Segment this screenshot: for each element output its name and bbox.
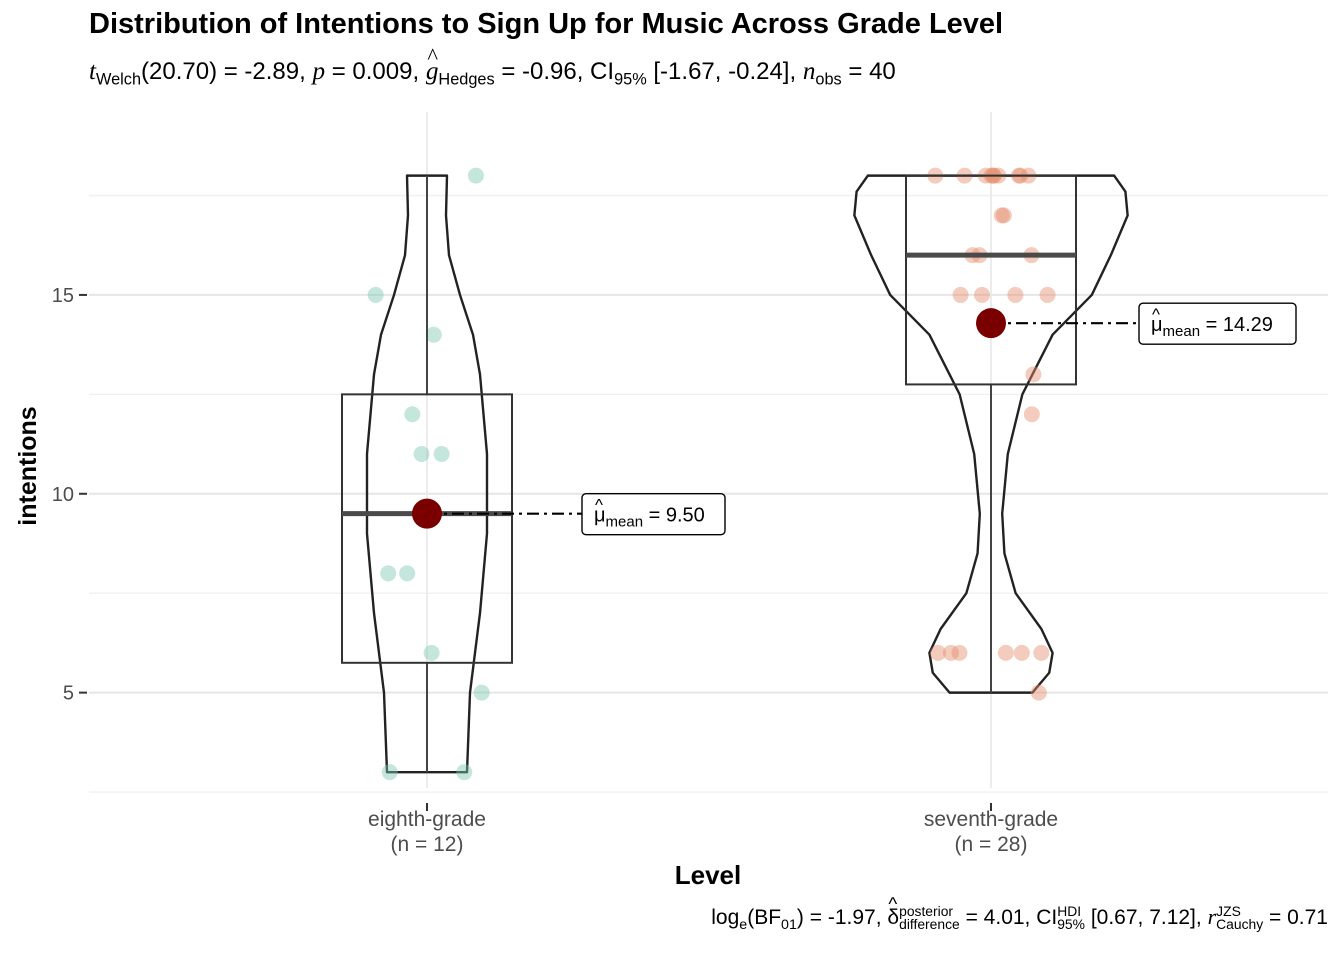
delta-symbol: δ (887, 894, 899, 930)
data-point (425, 326, 442, 343)
y-axis-label: intentions (14, 406, 42, 525)
box-iqr (341, 393, 513, 664)
data-point (995, 207, 1012, 224)
x-tick-count: (n = 12) (391, 833, 464, 856)
mean-label-box (1138, 302, 1297, 345)
delta-value: = 4.01, CI (965, 906, 1058, 929)
data-point (467, 167, 484, 184)
data-point (997, 644, 1014, 661)
g-sub: Hedges (438, 70, 495, 89)
data-point (473, 684, 490, 701)
mean-point (976, 308, 1006, 339)
chart-subtitle: tWelch(20.70) = -2.89, p = 0.009, gHedge… (89, 44, 896, 90)
mean-label-box (581, 492, 726, 536)
r-symbol: r (1207, 904, 1217, 929)
mean-label-text: μmean = 9.50 (594, 505, 705, 531)
mean-label-text: μmean = 14.29 (1151, 314, 1273, 340)
group-seventh-grade: seventh-grade(n = 28) μmean = 14.29^ (853, 167, 1297, 856)
data-point (399, 565, 416, 582)
mean-point (412, 498, 442, 529)
data-point (1025, 366, 1042, 383)
bf-value: ) = -1.97, (796, 906, 882, 929)
data-point (1023, 406, 1040, 423)
g-text: = -0.96, CI (501, 58, 615, 85)
delta-sub: difference (899, 916, 960, 933)
delta-sup: posterior (899, 903, 954, 920)
data-point (456, 764, 473, 781)
chart-caption: loge(BF01) = -1.97, δposteriordifference… (711, 894, 1328, 933)
group-eighth-grade: eighth-grade(n = 12) μmean = 9.50^ (341, 167, 726, 856)
data-point (433, 446, 450, 463)
violin-outline (853, 174, 1129, 694)
y-tick-label: 5 (63, 683, 74, 705)
data-point (1033, 644, 1050, 661)
chart-title: Distribution of Intentions to Sign Up fo… (89, 8, 1004, 40)
data-point (1039, 286, 1056, 303)
x-tick-label: seventh-grade (924, 808, 1058, 831)
data-point (367, 286, 384, 303)
r-sub: Cauchy (1216, 916, 1264, 933)
x-axis-label: Level (675, 860, 742, 890)
data-point (404, 406, 421, 423)
data-point (1007, 286, 1024, 303)
r-sup: JZS (1216, 903, 1241, 920)
grid-lines (89, 112, 1328, 793)
box-iqr (905, 174, 1077, 386)
data-point (1030, 684, 1047, 701)
log-sub: e (739, 916, 748, 933)
data-point (413, 446, 430, 463)
bf-text: (BF (747, 906, 782, 929)
hdi-sup: HDI (1057, 903, 1082, 920)
x-tick-label: eighth-grade (368, 808, 486, 831)
hdi-value: [0.67, 7.12], (1090, 906, 1202, 929)
data-point (1013, 644, 1030, 661)
g-symbol: g (426, 44, 439, 86)
p-symbol: p (312, 58, 326, 85)
data-point (951, 644, 968, 661)
t-text: (20.70) = -2.89, (141, 58, 306, 85)
t-symbol: t (89, 58, 96, 85)
x-tick-count: (n = 28) (955, 833, 1028, 856)
n-text: = 40 (848, 58, 896, 85)
ci-text: [-1.67, -0.24], (653, 58, 797, 85)
data-point (942, 644, 959, 661)
data-points (367, 167, 490, 781)
hdi-sub: 95% (1057, 916, 1085, 933)
bf-sub: 01 (781, 916, 797, 933)
ci-sub: 95% (614, 70, 647, 89)
data-point (380, 565, 397, 582)
n-symbol: n (802, 58, 816, 85)
data-point (423, 644, 440, 661)
data-point (930, 644, 947, 661)
p-text: = 0.009, (331, 58, 420, 85)
violin-outline (365, 174, 489, 774)
y-tick-label: 15 (52, 285, 74, 307)
r-value: = 0.71 (1269, 906, 1328, 929)
mean-hat: ^ (1152, 305, 1160, 324)
data-point (381, 764, 398, 781)
log-text: log (711, 906, 740, 929)
mean-hat: ^ (595, 496, 603, 515)
y-tick-label: 10 (52, 484, 74, 506)
data-point (973, 286, 990, 303)
data-point (993, 207, 1010, 224)
data-point (952, 286, 969, 303)
t-sub: Welch (96, 70, 142, 89)
n-sub: obs (815, 70, 842, 89)
